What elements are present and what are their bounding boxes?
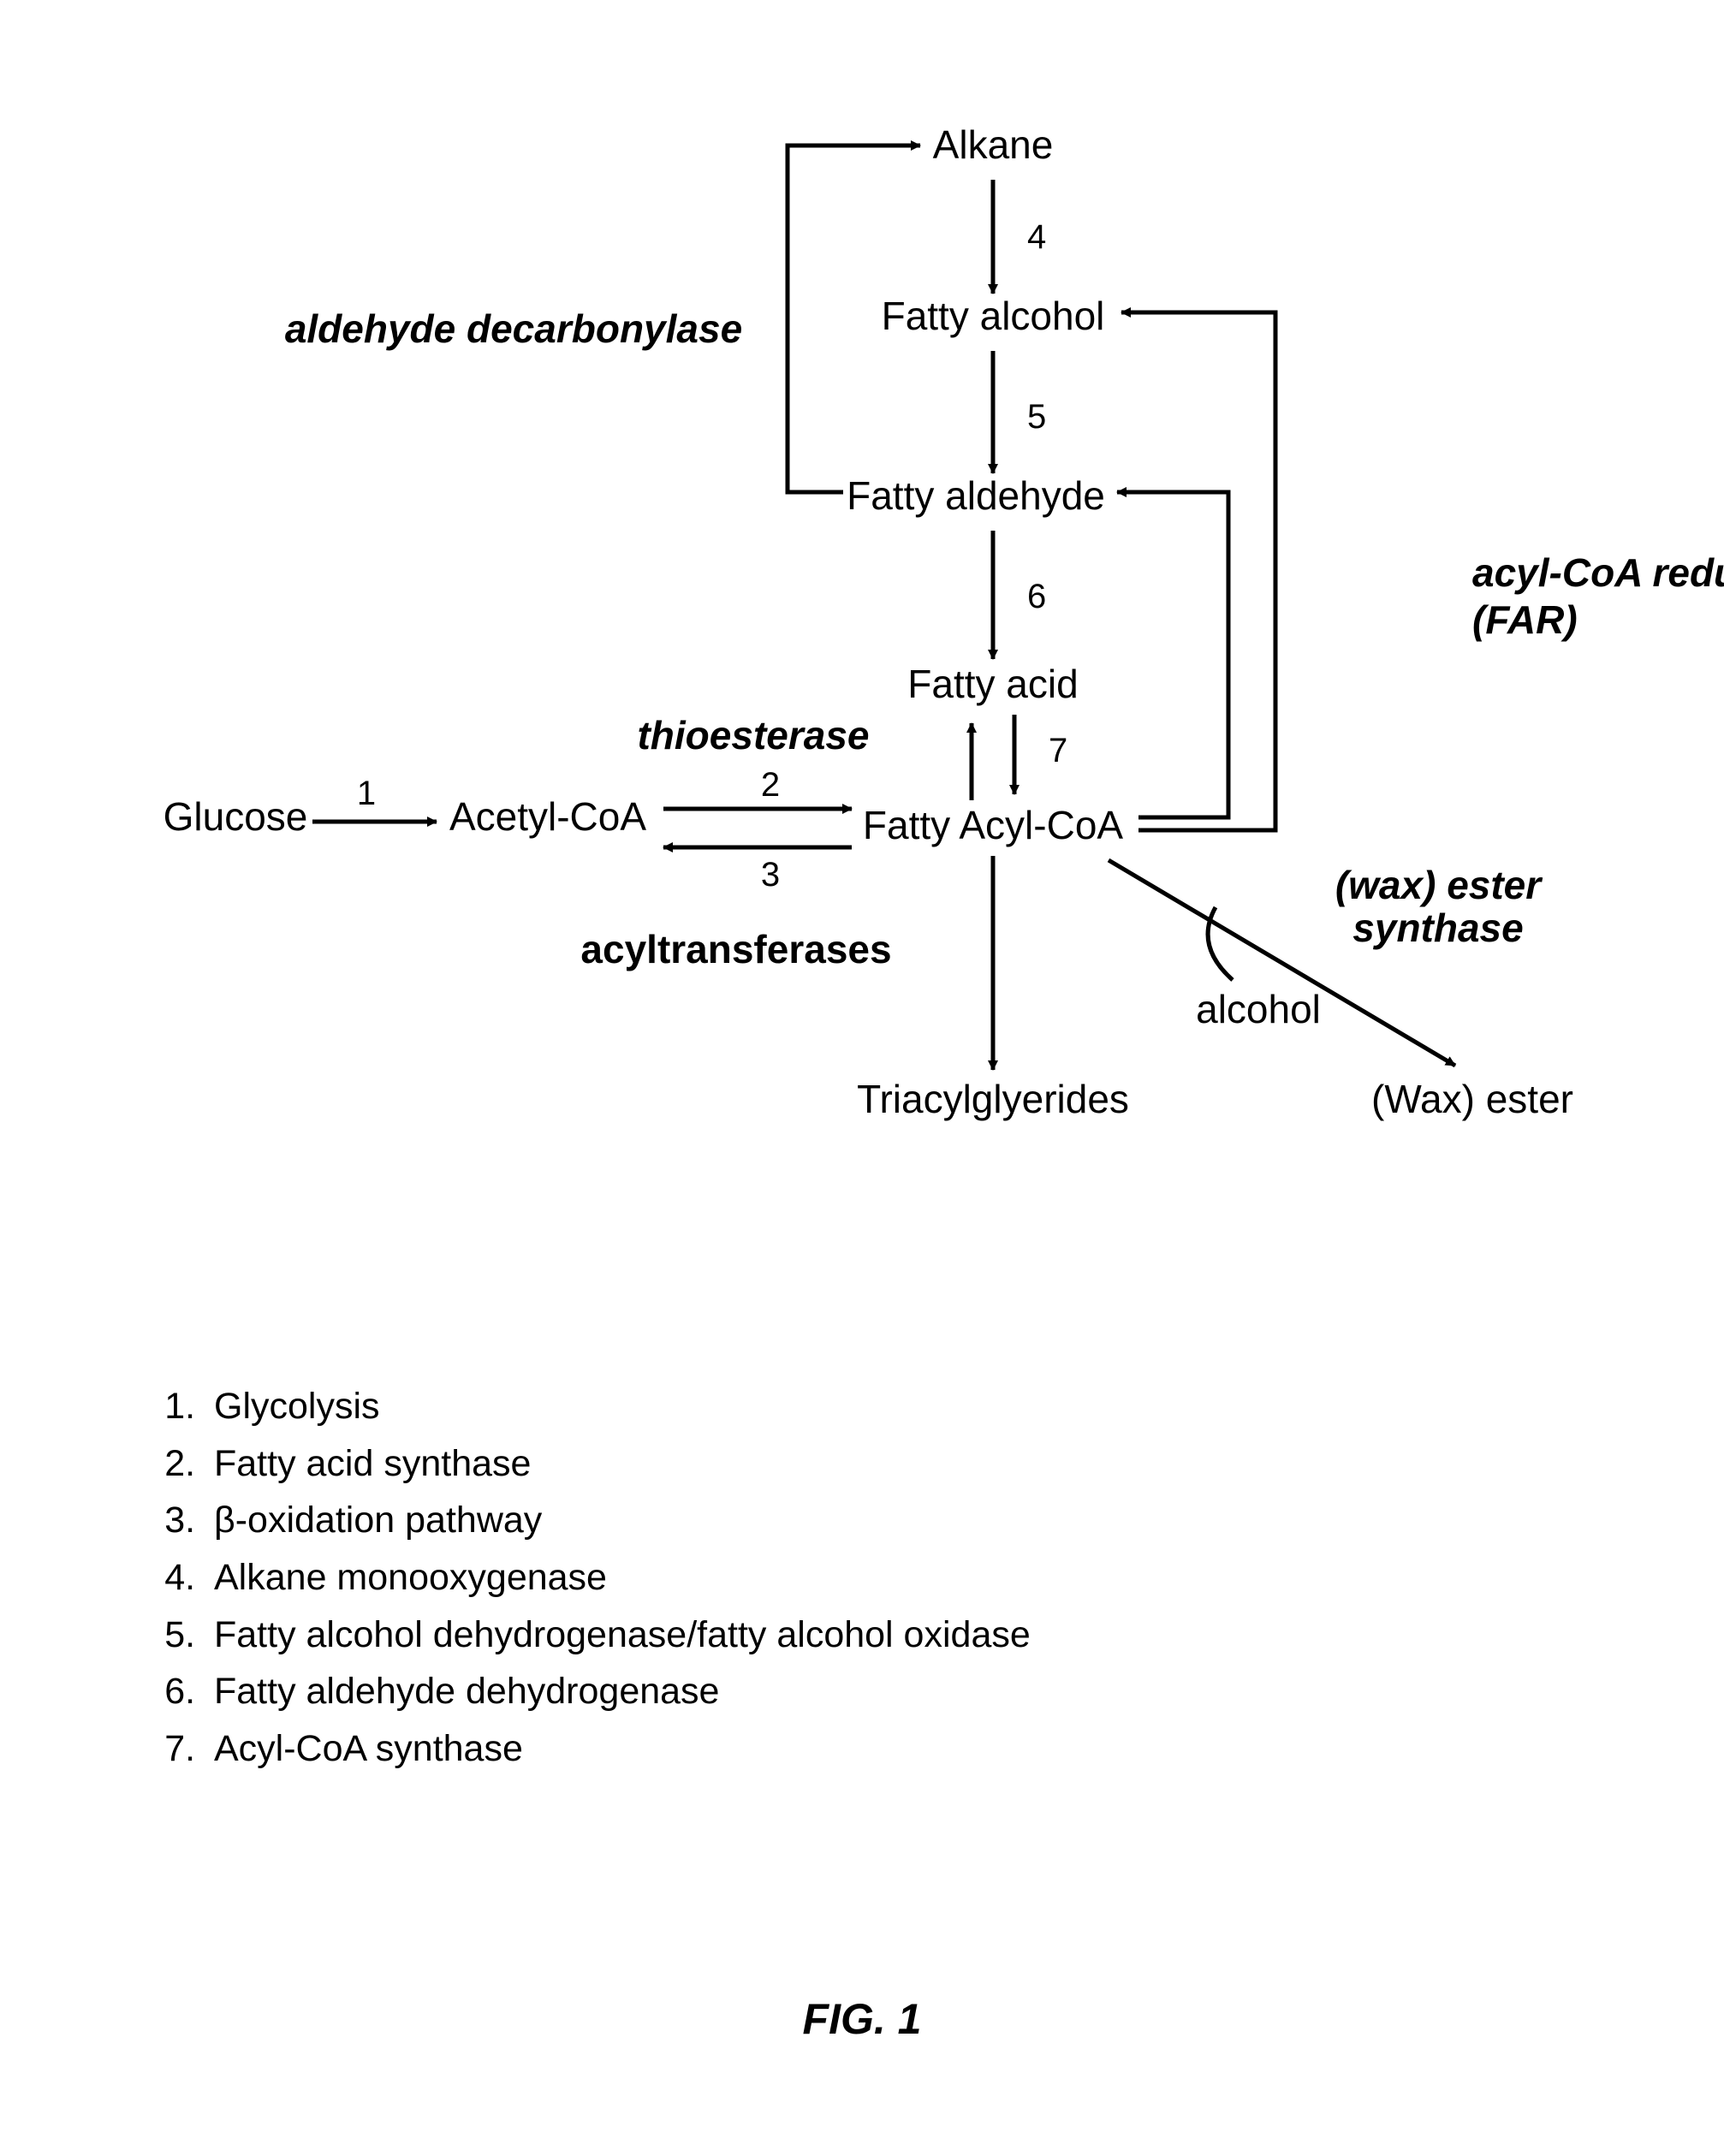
node-glucose: Glucose: [163, 794, 308, 839]
legend-item: Acyl-CoA synthase: [205, 1720, 1031, 1778]
edge-fattyacylcoa-fattyaldehyde-far: [1117, 492, 1228, 817]
edge-alcohol-join: [1208, 907, 1233, 980]
legend-item: Alkane monooxygenase: [205, 1549, 1031, 1607]
pathway-diagram: Glucose Acetyl-CoA Fatty Acyl-CoA Fatty …: [0, 0, 1724, 1284]
edge-fattyacylcoa-fattyalcohol-far: [1121, 312, 1275, 830]
edge-label-5: 5: [1027, 398, 1046, 436]
enzyme-wax-ester-synthase-1: (wax) ester: [1335, 863, 1543, 907]
edge-label-1: 1: [357, 775, 376, 812]
enzyme-thioesterase: thioesterase: [637, 713, 869, 757]
legend-item: Fatty acid synthase: [205, 1435, 1031, 1493]
legend: Glycolysis Fatty acid synthase β-oxidati…: [154, 1378, 1031, 1777]
node-wax-ester: (Wax) ester: [1371, 1077, 1573, 1121]
node-fatty-acyl-coa: Fatty Acyl-CoA: [863, 803, 1124, 847]
figure-label: FIG. 1: [0, 1994, 1724, 2044]
enzyme-aldehyde-decarbonylase: aldehyde decarbonylase: [285, 306, 742, 351]
node-alkane: Alkane: [933, 122, 1054, 167]
legend-item: β-oxidation pathway: [205, 1492, 1031, 1549]
enzyme-wax-ester-synthase-2: synthase: [1352, 906, 1523, 950]
page: Glucose Acetyl-CoA Fatty Acyl-CoA Fatty …: [0, 0, 1724, 2156]
node-fatty-aldehyde: Fatty aldehyde: [847, 473, 1105, 518]
legend-item: Glycolysis: [205, 1378, 1031, 1435]
node-fatty-alcohol: Fatty alcohol: [882, 294, 1105, 338]
node-acetyl-coa: Acetyl-CoA: [449, 794, 646, 839]
node-triacylglycerides: Triacylglyerides: [857, 1077, 1129, 1121]
edge-label-3: 3: [761, 856, 780, 894]
enzyme-acyltransferases: acyltransferases: [580, 927, 891, 971]
enzyme-far-2: (FAR): [1472, 597, 1578, 642]
node-alcohol: alcohol: [1196, 987, 1321, 1031]
edge-label-2: 2: [761, 766, 780, 804]
edge-label-7: 7: [1049, 732, 1067, 769]
node-fatty-acid: Fatty acid: [907, 662, 1078, 706]
edge-label-6: 6: [1027, 578, 1046, 615]
edge-label-4: 4: [1027, 218, 1046, 256]
legend-item: Fatty alcohol dehydrogenase/fatty alcoho…: [205, 1607, 1031, 1664]
enzyme-far-1: acyl-CoA reductases: [1472, 550, 1724, 595]
legend-item: Fatty aldehyde dehydrogenase: [205, 1663, 1031, 1720]
